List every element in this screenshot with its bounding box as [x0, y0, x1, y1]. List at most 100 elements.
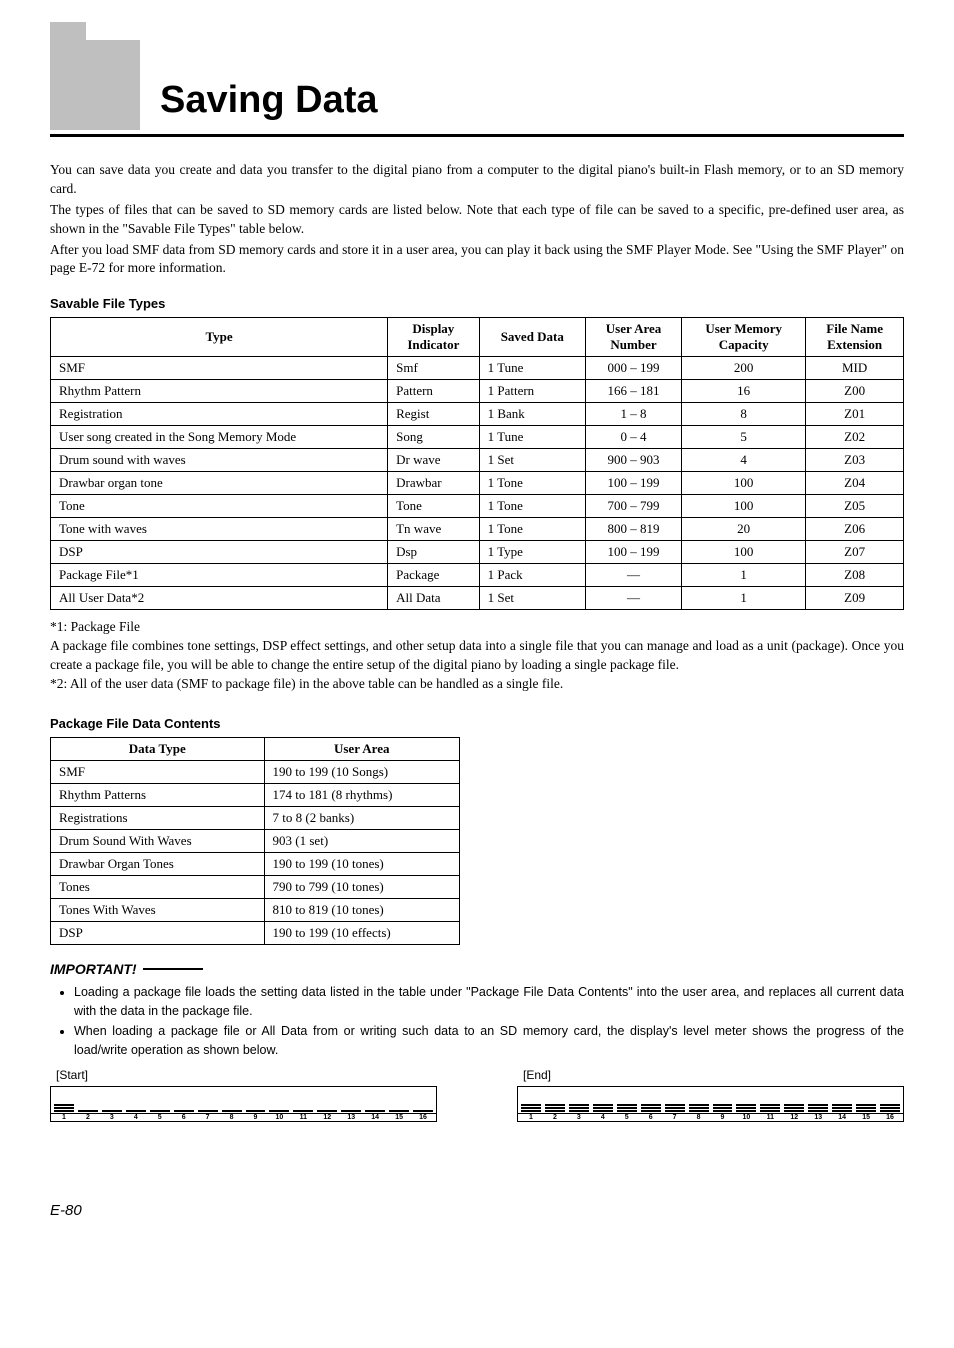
meter-column — [593, 1104, 613, 1112]
table-cell: 1 Set — [479, 587, 585, 610]
table-row: Package File*1Package1 Pack—1Z08 — [51, 564, 904, 587]
page-number: E-80 — [50, 1202, 904, 1219]
meter-number: 10 — [269, 1114, 289, 1121]
meter-number: 14 — [365, 1114, 385, 1121]
table-cell: Rhythm Pattern — [51, 380, 388, 403]
meter-column — [150, 1110, 170, 1112]
table-row: Tone with wavesTn wave1 Tone800 – 81920Z… — [51, 518, 904, 541]
table-row: All User Data*2All Data1 Set—1Z09 — [51, 587, 904, 610]
table1-header: Saved Data — [479, 318, 585, 357]
table-cell: DSP — [51, 921, 265, 944]
table-cell: 174 to 181 (8 rhythms) — [264, 783, 459, 806]
table-cell: Z03 — [806, 449, 904, 472]
meter-number: 12 — [784, 1114, 804, 1121]
table-cell: Tone — [388, 495, 480, 518]
footnote-1-text: A package file combines tone settings, D… — [50, 637, 904, 675]
table-cell: All User Data*2 — [51, 587, 388, 610]
table-cell: 810 to 819 (10 tones) — [264, 898, 459, 921]
meter-number: 9 — [246, 1114, 266, 1121]
intro-p3: After you load SMF data from SD memory c… — [50, 241, 904, 279]
meter-column — [246, 1110, 266, 1112]
table-cell: Package — [388, 564, 480, 587]
table1-header: User MemoryCapacity — [682, 318, 806, 357]
meter-column — [198, 1110, 218, 1112]
table-cell: 1 Tone — [479, 495, 585, 518]
table-cell: 100 — [682, 472, 806, 495]
meter-number: 3 — [569, 1114, 589, 1121]
table-cell: Z09 — [806, 587, 904, 610]
important-rule — [143, 968, 203, 970]
meter-column — [269, 1110, 289, 1112]
table-cell: 16 — [682, 380, 806, 403]
header: Saving Data — [50, 40, 904, 130]
table-cell: 100 — [682, 541, 806, 564]
meter-number: 6 — [174, 1114, 194, 1121]
footnotes: *1: Package File A package file combines… — [50, 618, 904, 694]
table-cell: 100 – 199 — [585, 472, 681, 495]
table-cell: DSP — [51, 541, 388, 564]
table-cell: Z07 — [806, 541, 904, 564]
table-cell: 700 – 799 — [585, 495, 681, 518]
header-rule — [50, 134, 904, 137]
important-item-2: When loading a package file or All Data … — [74, 1022, 904, 1060]
table-cell: 1 Tone — [479, 518, 585, 541]
table-cell: Tone — [51, 495, 388, 518]
table-cell: Dr wave — [388, 449, 480, 472]
meter-number: 8 — [222, 1114, 242, 1121]
meter-column — [832, 1104, 852, 1112]
page-title: Saving Data — [160, 79, 378, 122]
table-cell: 200 — [682, 357, 806, 380]
meter-column — [293, 1110, 313, 1112]
meter-number: 15 — [389, 1114, 409, 1121]
meter-column — [713, 1104, 733, 1112]
table-cell: SMF — [51, 357, 388, 380]
table-row: DSP190 to 199 (10 effects) — [51, 921, 460, 944]
table-cell: 1 Tune — [479, 357, 585, 380]
table-row: Tones With Waves810 to 819 (10 tones) — [51, 898, 460, 921]
table-row: Drum Sound With Waves903 (1 set) — [51, 829, 460, 852]
table-cell: Z04 — [806, 472, 904, 495]
important-heading: IMPORTANT! — [50, 961, 904, 977]
table-cell: Z06 — [806, 518, 904, 541]
intro-p2: The types of files that can be saved to … — [50, 201, 904, 239]
table-cell: Drum Sound With Waves — [51, 829, 265, 852]
table-row: Rhythm Patterns174 to 181 (8 rhythms) — [51, 783, 460, 806]
meter-number: 15 — [856, 1114, 876, 1121]
table-cell: Tones With Waves — [51, 898, 265, 921]
intro-text: You can save data you create and data yo… — [50, 161, 904, 278]
footnote-2-text: *2: All of the user data (SMF to package… — [50, 675, 904, 694]
table-cell: 100 – 199 — [585, 541, 681, 564]
table-cell: 166 – 181 — [585, 380, 681, 403]
meter-number: 5 — [150, 1114, 170, 1121]
table1-header: DisplayIndicator — [388, 318, 480, 357]
table-cell: 1 Pack — [479, 564, 585, 587]
table-cell: Rhythm Patterns — [51, 783, 265, 806]
table-cell: 20 — [682, 518, 806, 541]
meter-number: 7 — [198, 1114, 218, 1121]
table-cell: 800 – 819 — [585, 518, 681, 541]
meter-column — [665, 1104, 685, 1112]
important-item-1: Loading a package file loads the setting… — [74, 983, 904, 1021]
table-row: User song created in the Song Memory Mod… — [51, 426, 904, 449]
table-row: Tones790 to 799 (10 tones) — [51, 875, 460, 898]
meter-column — [569, 1104, 589, 1112]
table-cell: 1 Type — [479, 541, 585, 564]
important-label: IMPORTANT! — [50, 961, 137, 977]
table-cell: 1 — [682, 564, 806, 587]
meter-column — [736, 1104, 756, 1112]
table-cell: Drum sound with waves — [51, 449, 388, 472]
table-cell: 4 — [682, 449, 806, 472]
table-cell: 1 – 8 — [585, 403, 681, 426]
table-row: Drawbar Organ Tones190 to 199 (10 tones) — [51, 852, 460, 875]
table-cell: 1 Bank — [479, 403, 585, 426]
meter-number: 10 — [736, 1114, 756, 1121]
table-cell: Z08 — [806, 564, 904, 587]
meter-number: 16 — [413, 1114, 433, 1121]
meter-number: 4 — [126, 1114, 146, 1121]
table-cell: Drawbar — [388, 472, 480, 495]
footnote-1-label: *1: Package File — [50, 618, 904, 637]
table-cell: 1 Set — [479, 449, 585, 472]
table-row: ToneTone1 Tone700 – 799100Z05 — [51, 495, 904, 518]
table-cell: Tones — [51, 875, 265, 898]
table-cell: Smf — [388, 357, 480, 380]
